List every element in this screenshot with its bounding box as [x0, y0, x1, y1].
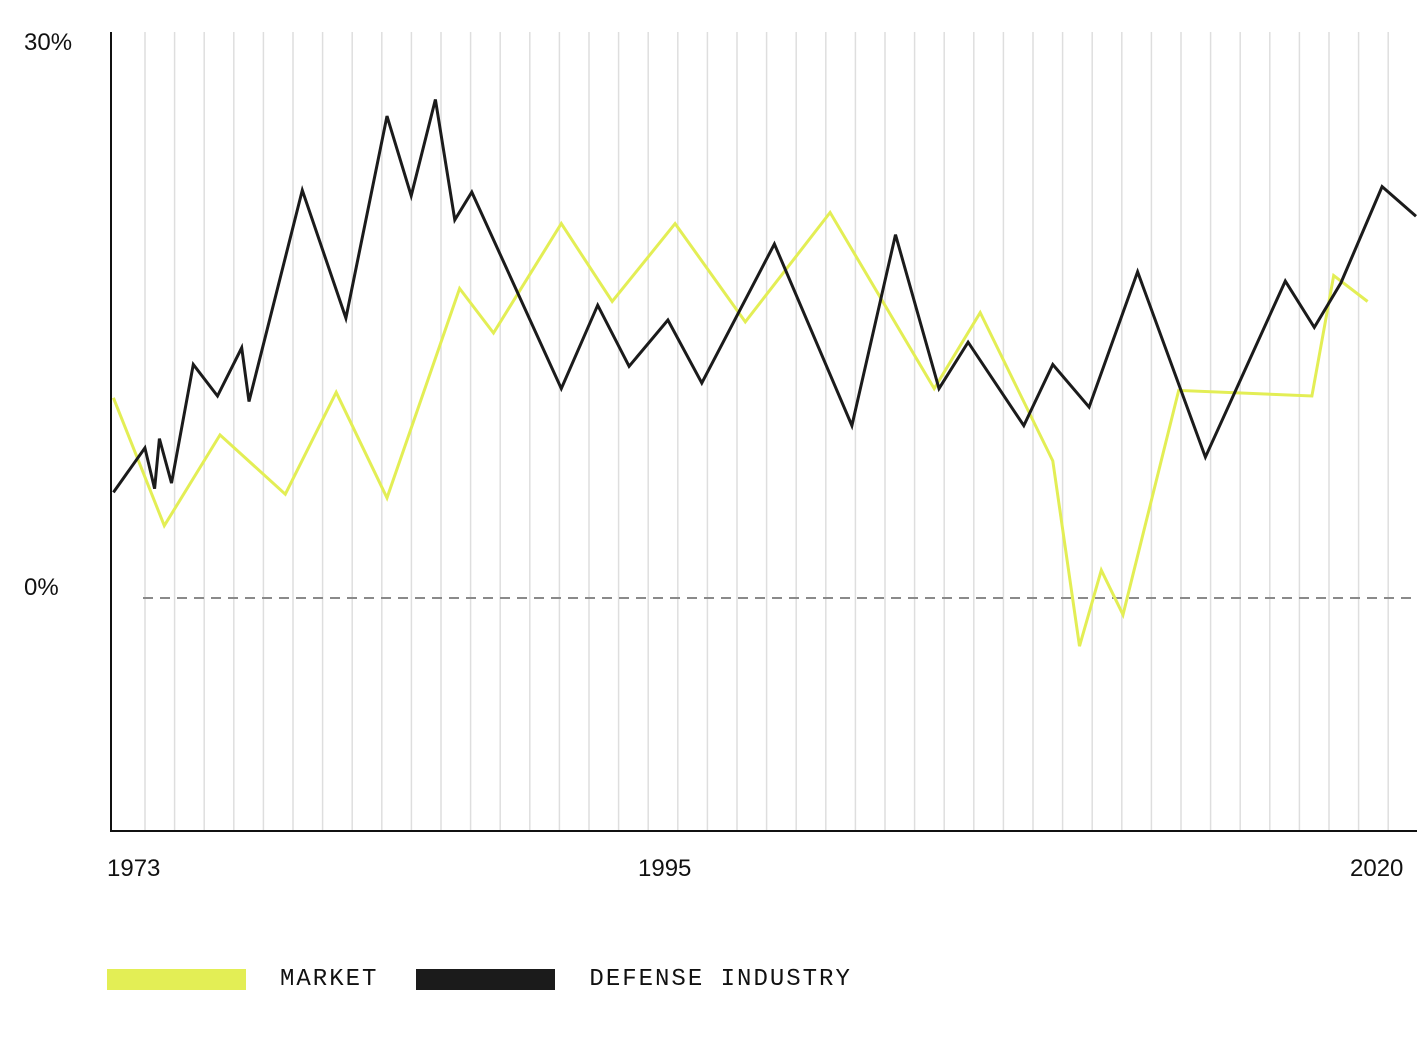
- legend-swatch-defense-industry: [416, 969, 556, 990]
- y-tick-label-30: 30%: [24, 29, 72, 56]
- grid-lines: [144, 32, 1389, 831]
- legend-swatch-market: [107, 969, 246, 990]
- series-lines: [112, 99, 1417, 647]
- legend: MARKET DEFENSE INDUSTRY: [107, 966, 890, 993]
- legend-label-market: MARKET: [280, 966, 379, 993]
- series-line-market: [112, 209, 1369, 647]
- x-tick-label-1995: 1995: [638, 855, 691, 882]
- y-tick-label-0: 0%: [24, 574, 59, 601]
- series-line-defense-industry: [112, 99, 1417, 494]
- x-tick-label-2020: 2020: [1350, 855, 1403, 882]
- legend-label-defense-industry: DEFENSE INDUSTRY: [589, 966, 852, 993]
- x-tick-label-1973: 1973: [107, 855, 160, 882]
